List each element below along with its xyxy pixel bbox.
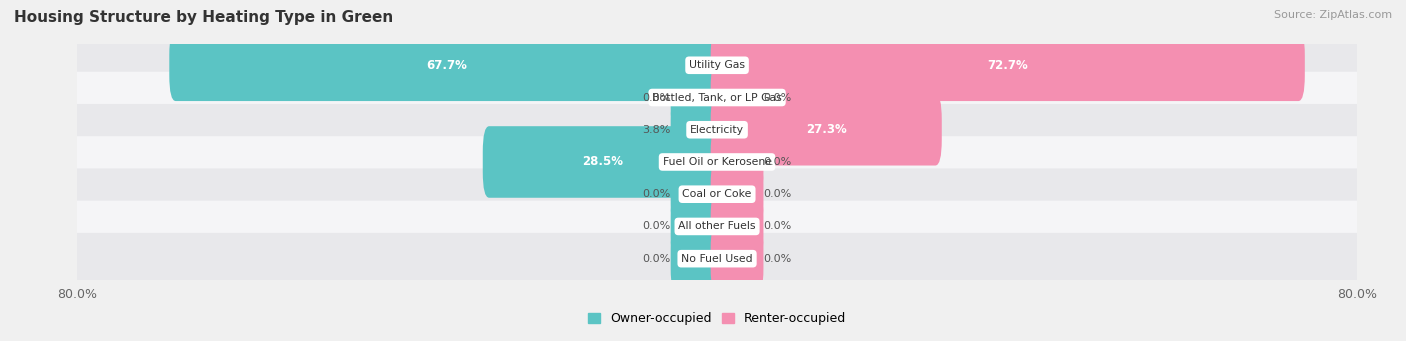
FancyBboxPatch shape (710, 62, 763, 133)
Text: 0.0%: 0.0% (643, 254, 671, 264)
FancyBboxPatch shape (70, 201, 1364, 252)
Text: 0.0%: 0.0% (643, 189, 671, 199)
FancyBboxPatch shape (70, 72, 1364, 123)
Text: 72.7%: 72.7% (987, 59, 1028, 72)
Text: Source: ZipAtlas.com: Source: ZipAtlas.com (1274, 10, 1392, 20)
Text: Housing Structure by Heating Type in Green: Housing Structure by Heating Type in Gre… (14, 10, 394, 25)
FancyBboxPatch shape (710, 94, 942, 165)
FancyBboxPatch shape (671, 62, 724, 133)
Text: 27.3%: 27.3% (806, 123, 846, 136)
FancyBboxPatch shape (70, 233, 1364, 284)
FancyBboxPatch shape (671, 191, 724, 262)
Text: 0.0%: 0.0% (643, 92, 671, 103)
FancyBboxPatch shape (70, 40, 1364, 91)
FancyBboxPatch shape (710, 30, 1305, 101)
FancyBboxPatch shape (70, 168, 1364, 220)
Text: 0.0%: 0.0% (643, 221, 671, 232)
Text: No Fuel Used: No Fuel Used (682, 254, 752, 264)
Text: Electricity: Electricity (690, 125, 744, 135)
FancyBboxPatch shape (169, 30, 724, 101)
FancyBboxPatch shape (710, 223, 763, 294)
FancyBboxPatch shape (671, 223, 724, 294)
Text: Utility Gas: Utility Gas (689, 60, 745, 70)
Text: 0.0%: 0.0% (763, 221, 792, 232)
FancyBboxPatch shape (70, 136, 1364, 188)
FancyBboxPatch shape (710, 159, 763, 230)
Text: 0.0%: 0.0% (763, 189, 792, 199)
Text: All other Fuels: All other Fuels (678, 221, 756, 232)
FancyBboxPatch shape (671, 159, 724, 230)
Legend: Owner-occupied, Renter-occupied: Owner-occupied, Renter-occupied (588, 312, 846, 325)
Text: Coal or Coke: Coal or Coke (682, 189, 752, 199)
Text: 0.0%: 0.0% (763, 157, 792, 167)
FancyBboxPatch shape (482, 126, 724, 198)
Text: 67.7%: 67.7% (426, 59, 467, 72)
FancyBboxPatch shape (70, 104, 1364, 155)
Text: 0.0%: 0.0% (763, 92, 792, 103)
Text: Fuel Oil or Kerosene: Fuel Oil or Kerosene (662, 157, 772, 167)
Text: Bottled, Tank, or LP Gas: Bottled, Tank, or LP Gas (652, 92, 782, 103)
FancyBboxPatch shape (710, 191, 763, 262)
FancyBboxPatch shape (710, 126, 763, 198)
FancyBboxPatch shape (671, 94, 724, 165)
Text: 3.8%: 3.8% (643, 125, 671, 135)
Text: 0.0%: 0.0% (763, 254, 792, 264)
Text: 28.5%: 28.5% (582, 155, 624, 168)
